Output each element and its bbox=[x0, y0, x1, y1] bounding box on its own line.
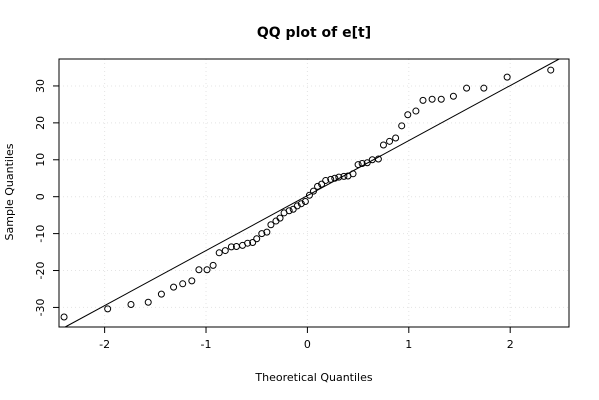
qq-reference-line bbox=[64, 58, 560, 328]
data-points bbox=[60, 66, 555, 321]
data-point-13 bbox=[227, 243, 235, 251]
data-point-30 bbox=[305, 191, 313, 199]
x-tick-label-3: 1 bbox=[405, 338, 412, 351]
data-point-4 bbox=[157, 290, 165, 298]
data-point-12 bbox=[221, 247, 229, 255]
data-point-46 bbox=[379, 141, 387, 149]
data-point-10 bbox=[209, 261, 217, 269]
data-point-59 bbox=[547, 66, 555, 74]
y-tick-label-5: 20 bbox=[34, 116, 47, 130]
data-point-18 bbox=[253, 235, 261, 243]
x-axis-label: Theoretical Quantiles bbox=[254, 371, 372, 384]
data-point-56 bbox=[463, 84, 471, 92]
data-point-54 bbox=[437, 95, 445, 103]
data-point-41 bbox=[354, 161, 362, 169]
data-point-55 bbox=[449, 92, 457, 100]
data-point-19 bbox=[258, 230, 266, 238]
data-point-50 bbox=[404, 111, 412, 119]
y-tick-label-0: -30 bbox=[34, 298, 47, 316]
data-point-17 bbox=[249, 238, 257, 246]
data-point-37 bbox=[335, 173, 343, 181]
data-point-53 bbox=[428, 95, 436, 103]
grid bbox=[59, 59, 569, 327]
y-tick-label-1: -20 bbox=[34, 262, 47, 280]
data-point-21 bbox=[267, 221, 275, 229]
data-point-16 bbox=[244, 239, 252, 247]
data-point-0 bbox=[60, 313, 68, 321]
data-point-49 bbox=[398, 122, 406, 130]
plot-frame bbox=[58, 58, 570, 328]
data-point-6 bbox=[179, 280, 187, 288]
data-point-40 bbox=[349, 170, 357, 178]
data-point-11 bbox=[215, 249, 223, 257]
data-point-42 bbox=[358, 159, 366, 167]
data-point-20 bbox=[263, 228, 271, 236]
data-point-5 bbox=[170, 283, 178, 291]
data-point-29 bbox=[301, 197, 309, 205]
y-tick-label-6: 30 bbox=[34, 79, 47, 93]
y-axis-label: Sample Quantiles bbox=[3, 143, 16, 240]
data-point-34 bbox=[322, 176, 330, 184]
data-point-1 bbox=[104, 305, 112, 313]
data-point-58 bbox=[503, 73, 511, 81]
x-tick-label-0: -2 bbox=[99, 338, 110, 351]
data-point-45 bbox=[374, 155, 382, 163]
data-point-2 bbox=[127, 300, 135, 308]
reference-line-group bbox=[64, 58, 560, 328]
data-point-43 bbox=[363, 159, 371, 167]
x-tick-label-1: -1 bbox=[201, 338, 212, 351]
data-point-28 bbox=[297, 200, 305, 208]
data-point-51 bbox=[412, 107, 420, 115]
data-point-8 bbox=[195, 266, 203, 274]
data-point-27 bbox=[293, 202, 301, 210]
data-point-33 bbox=[318, 180, 326, 188]
x-tick-label-2: 0 bbox=[304, 338, 311, 351]
y-tick-label-3: 0 bbox=[34, 193, 47, 200]
data-point-7 bbox=[188, 277, 196, 285]
data-point-23 bbox=[276, 214, 284, 222]
data-point-32 bbox=[314, 182, 322, 190]
y-tick-label-4: 10 bbox=[34, 153, 47, 167]
data-point-31 bbox=[309, 187, 317, 195]
chart-title: QQ plot of e[t] bbox=[257, 25, 371, 41]
data-point-25 bbox=[285, 207, 293, 215]
data-point-57 bbox=[480, 84, 488, 92]
data-point-36 bbox=[331, 174, 339, 182]
y-tick-label-2: -10 bbox=[34, 225, 47, 243]
data-point-48 bbox=[392, 134, 400, 142]
data-point-38 bbox=[340, 172, 348, 180]
data-point-35 bbox=[327, 175, 335, 183]
x-tick-label-4: 2 bbox=[507, 338, 514, 351]
data-point-47 bbox=[386, 137, 394, 145]
data-point-52 bbox=[419, 96, 427, 104]
data-point-3 bbox=[144, 298, 152, 306]
data-point-9 bbox=[203, 266, 211, 274]
